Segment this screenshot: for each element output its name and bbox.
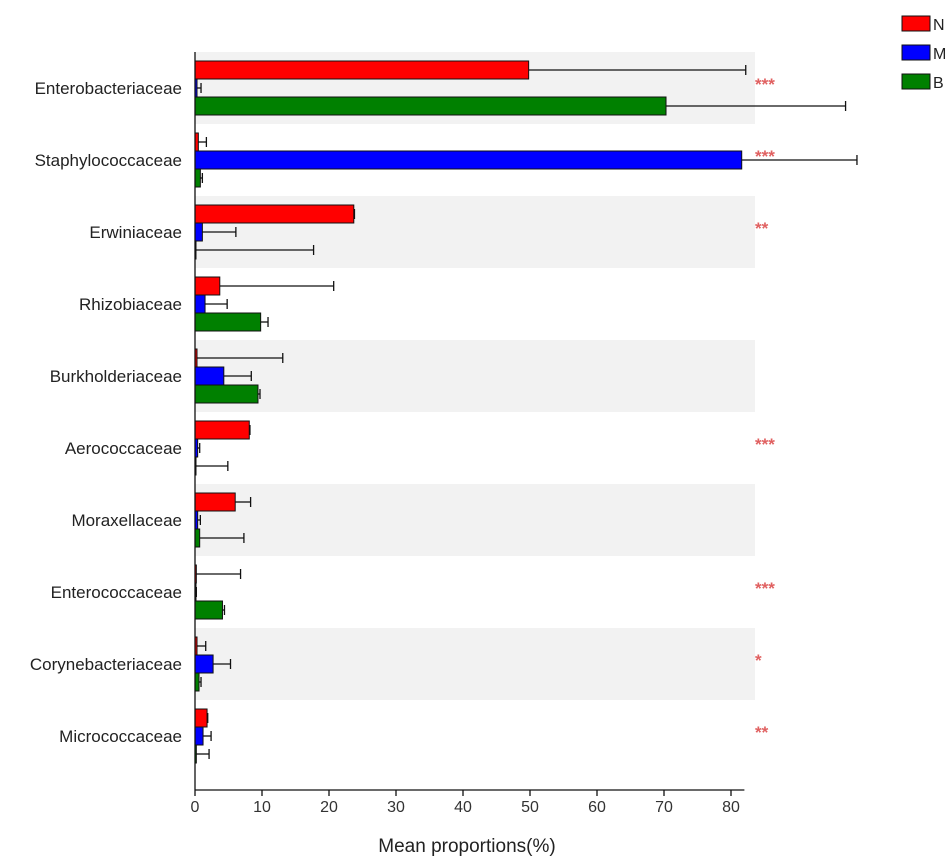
x-tick-label: 50 bbox=[521, 799, 539, 816]
bar-M bbox=[194, 726, 204, 746]
bar-B bbox=[194, 96, 667, 116]
x-tick-label: 60 bbox=[588, 799, 606, 816]
bar-M bbox=[194, 366, 225, 386]
significance-marker: *** bbox=[755, 435, 775, 454]
category-label: Corynebacteriaceae bbox=[30, 655, 182, 674]
bar-B bbox=[194, 384, 259, 404]
legend-label-B: B bbox=[933, 75, 944, 92]
x-tick-label: 20 bbox=[320, 799, 338, 816]
bar-groups bbox=[194, 60, 858, 764]
significance-marker: *** bbox=[755, 147, 775, 166]
significance-marker: *** bbox=[755, 75, 775, 94]
legend: NMB bbox=[901, 15, 946, 92]
x-tick-label: 70 bbox=[655, 799, 673, 816]
bar-B bbox=[194, 528, 201, 548]
category-label: Enterococcaceae bbox=[51, 583, 182, 602]
bar-N bbox=[194, 492, 236, 512]
background-band bbox=[195, 340, 755, 412]
category-label: Moraxellaceae bbox=[71, 511, 182, 530]
significance-marker: ** bbox=[755, 219, 769, 238]
bar-B bbox=[194, 312, 262, 332]
category-labels: Enterobacteriaceae Staphylococcaceae Erwin… bbox=[30, 79, 182, 746]
background-band bbox=[195, 484, 755, 556]
bar-M bbox=[194, 150, 743, 170]
significance-marker: ** bbox=[755, 723, 769, 742]
legend-label-N: N bbox=[933, 17, 945, 34]
bar-N bbox=[194, 708, 208, 728]
bar-M bbox=[194, 222, 203, 242]
significance-marker: *** bbox=[755, 579, 775, 598]
category-label: Erwiniaceae bbox=[89, 223, 182, 242]
significance-marker: * bbox=[755, 651, 762, 670]
legend-swatch-N bbox=[901, 15, 931, 32]
bar-N bbox=[194, 276, 221, 296]
x-tick-label: 0 bbox=[191, 799, 200, 816]
category-label: Micrococcaceae bbox=[59, 727, 182, 746]
x-tick-label: 40 bbox=[454, 799, 472, 816]
bar-M bbox=[194, 654, 214, 674]
bar-N bbox=[194, 60, 530, 80]
bar-B bbox=[194, 600, 223, 620]
category-label: Rhizobiaceae bbox=[79, 295, 182, 314]
legend-label-M: M bbox=[933, 46, 946, 63]
x-tick-label: 30 bbox=[387, 799, 405, 816]
category-label: Enterobacteriaceae bbox=[35, 79, 182, 98]
bar-B bbox=[194, 168, 201, 188]
x-axis-title: Mean proportions(%) bbox=[378, 836, 555, 857]
x-tick-label: 10 bbox=[253, 799, 271, 816]
bar-N bbox=[194, 420, 250, 440]
category-label: Burkholderiaceae bbox=[50, 367, 182, 386]
background-bands bbox=[195, 52, 755, 700]
legend-swatch-M bbox=[901, 44, 931, 61]
category-label: Staphylococcaceae bbox=[35, 151, 182, 170]
bar-N bbox=[194, 204, 355, 224]
legend-swatch-B bbox=[901, 73, 931, 90]
background-band bbox=[195, 628, 755, 700]
category-label: Aerococcaceae bbox=[65, 439, 182, 458]
x-axis: 0 10 20 30 40 50 60 70 80 bbox=[191, 52, 745, 816]
significance-markers: ***************** bbox=[755, 75, 775, 742]
bar-M bbox=[194, 294, 206, 314]
x-tick-label: 80 bbox=[722, 799, 740, 816]
